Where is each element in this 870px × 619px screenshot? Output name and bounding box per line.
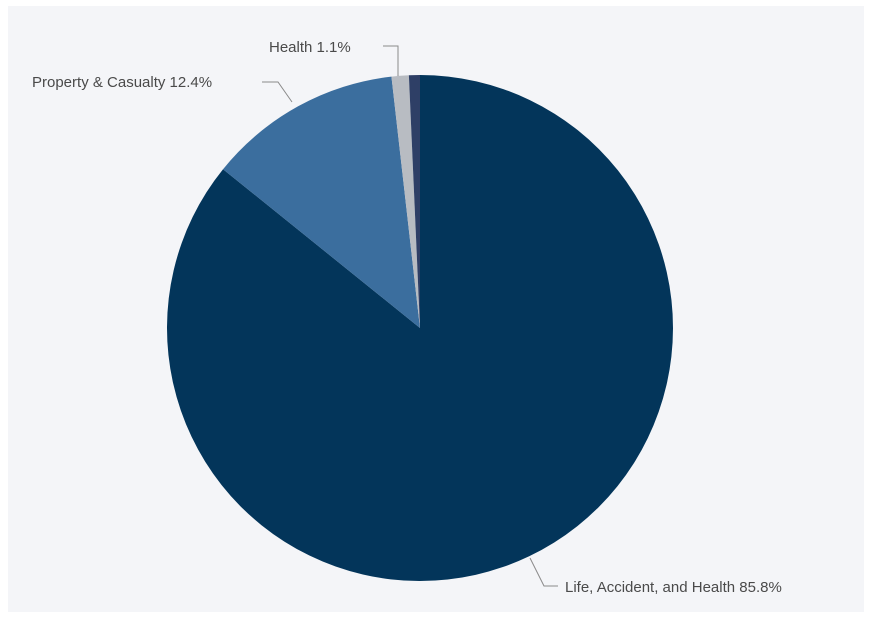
data-label-property-casualty: Property & Casualty 12.4% — [32, 74, 212, 91]
data-label-health: Health 1.1% — [269, 39, 351, 56]
leader-line-property-casualty — [262, 81, 293, 103]
leader-line-health — [383, 45, 399, 76]
data-label-life-accident-health: Life, Accident, and Health 85.8% — [565, 579, 782, 596]
pie-slices — [166, 74, 673, 581]
pie-slice-other — [408, 74, 420, 329]
pie-slice-property-casualty — [223, 76, 420, 329]
leader-lines — [262, 45, 558, 587]
pie-slice-health — [391, 75, 420, 329]
pie-slice-life-accident-and-health — [166, 75, 673, 581]
leader-line-life-accident-health — [529, 557, 558, 587]
